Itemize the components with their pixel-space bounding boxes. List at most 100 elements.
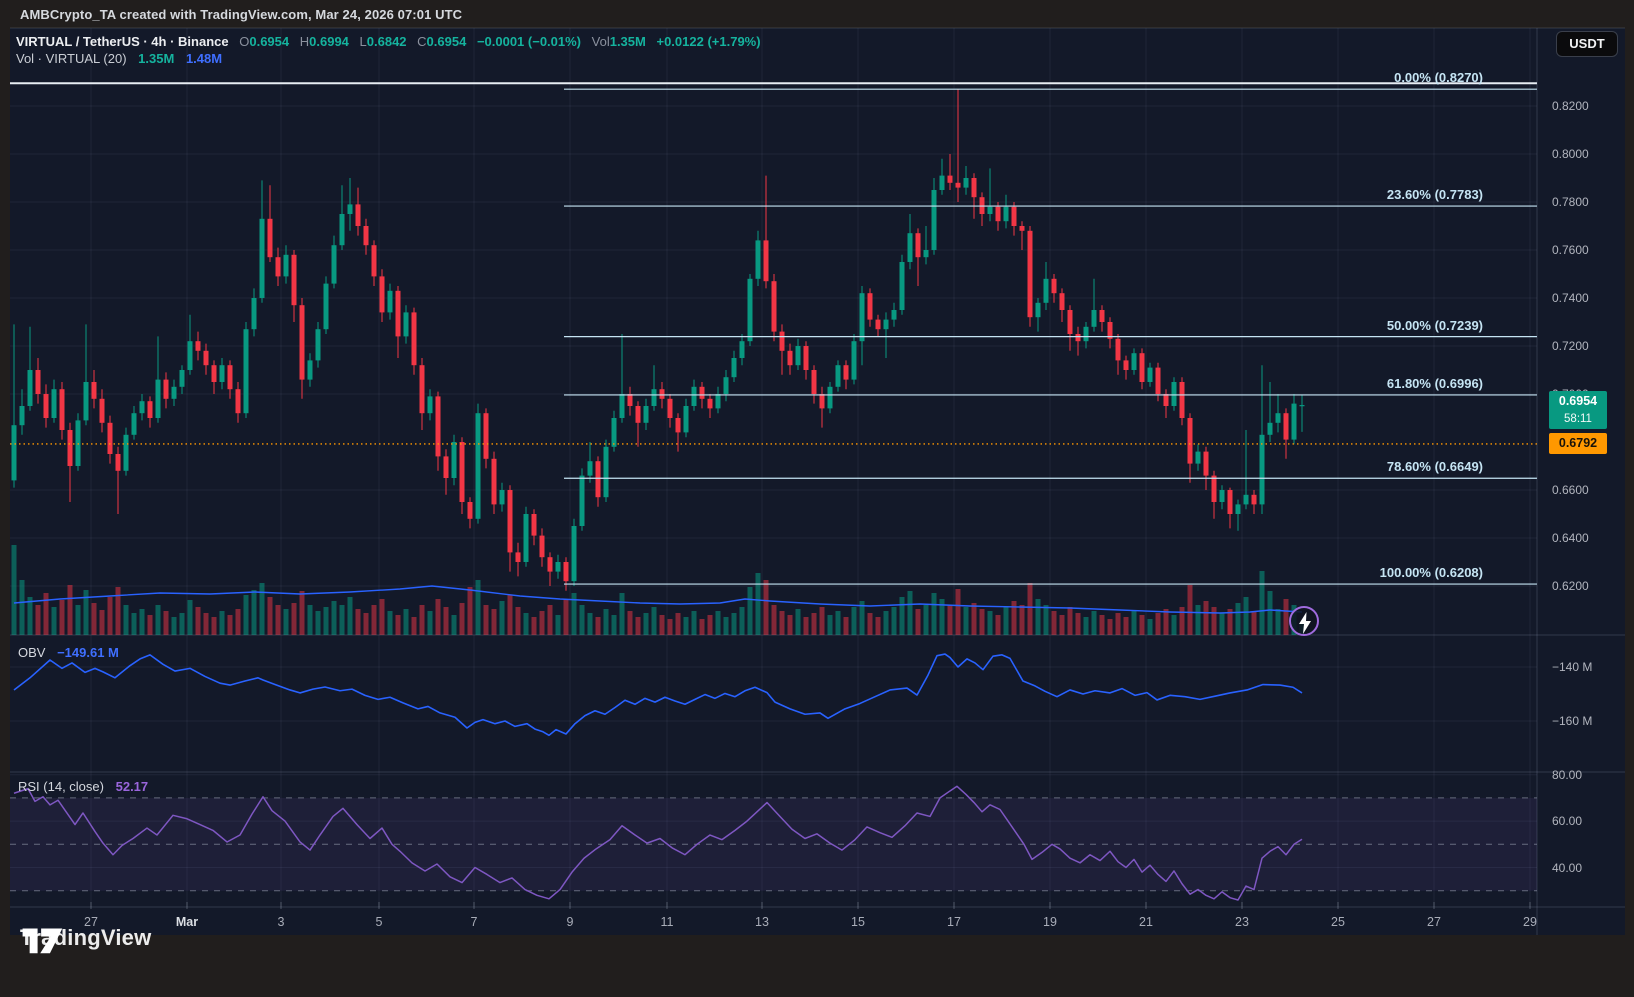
volume-bar [491,609,497,635]
low-value: 0.6842 [366,34,407,49]
volume-bar [115,587,121,635]
candle-body [459,442,465,502]
candle-body [315,329,321,361]
volume-bar [643,613,649,635]
volume-bar [379,599,385,635]
volume-bar [635,617,641,635]
volume-bar [515,607,521,635]
snapshot-attribution: AMBCrypto_TA created with TradingView.co… [20,7,463,22]
time-axis[interactable] [10,907,1625,935]
volume-bar [699,619,705,635]
candle-body [419,365,425,414]
candle-body [411,312,417,366]
volume-bar [843,617,849,635]
candle-body [83,382,89,421]
volume-bar [1203,601,1209,635]
obv-indicator-legend-row[interactable]: OBV −149.61 M [18,645,119,660]
candle-body [795,346,801,366]
volume-bar [67,585,73,635]
volume-bar [531,617,537,635]
volume-bar [1155,613,1161,635]
volume-bar [651,607,657,635]
candle-body [907,233,913,262]
candle-body [1251,494,1257,505]
candle-body [291,254,297,306]
price-axis[interactable] [1537,28,1625,935]
candle-body [659,389,665,399]
candle-body [451,442,457,478]
candle-body [587,461,593,476]
volume-bar [1187,585,1193,635]
volume-bar [787,615,793,635]
volume-bar [163,611,169,635]
volume-bar [51,607,57,635]
volume-bar [1179,607,1185,635]
obv-line [13,653,1303,737]
candle-body [1267,422,1273,435]
volume-bar [171,617,177,635]
candle-body [547,557,553,572]
instant-order-button[interactable] [1289,606,1319,636]
volume-bar [659,615,665,635]
volume-bar [555,615,561,635]
volume-bar [1067,607,1073,635]
volume-bar [619,593,625,635]
volume-bar [1123,617,1129,635]
volume-bar [483,605,489,635]
rsi-indicator-legend-row[interactable]: RSI (14, close) 52.17 [18,779,148,794]
candle-body [851,341,857,380]
tradingview-logo[interactable]: TradingView [20,925,151,954]
candle-body [211,365,217,382]
volume-bar [819,607,825,635]
candle-body [1203,451,1209,476]
candle-body [835,365,841,387]
candle-body [915,233,921,258]
open-label: O [239,34,250,49]
volume-bar [451,615,457,635]
volume-bar [715,611,721,635]
volume-bar [603,609,609,635]
candle-body [867,293,873,320]
volume-indicator-legend-row[interactable]: Vol · VIRTUAL (20) 1.35M 1.48M [16,51,222,66]
candle-body [187,341,193,370]
volume-bar [587,613,593,635]
volume-change-value: +0.0122 (+1.79%) [656,34,761,49]
candle-body [1099,310,1105,322]
volume-bar [19,580,25,635]
symbol-legend-row[interactable]: VIRTUAL / TetherUS · 4h · Binance O0.695… [16,34,761,49]
candle-body [811,370,817,394]
candle-body [1275,413,1281,423]
candle-body [531,514,537,536]
lightning-icon [1299,612,1311,634]
currency-toggle-button[interactable]: USDT [1556,31,1618,57]
candle-body [539,535,545,558]
candle-body [995,206,1001,222]
volume-bar [243,595,249,635]
candle-body [227,365,233,390]
volume-bar [667,619,673,635]
candle-body [1211,475,1217,502]
volume-bar [1283,599,1289,635]
volume-value: 1.35M [609,34,646,49]
candle-body [387,290,393,313]
candle-body [963,178,969,188]
candle-body [307,360,313,380]
candle-body [1291,403,1297,440]
symbol-name[interactable]: VIRTUAL / TetherUS · 4h · Binance [16,34,229,49]
volume-bar [259,583,265,635]
obv-indicator-name: OBV [18,645,46,660]
candle-body [483,413,489,459]
candle-body [91,382,97,399]
volume-bar [395,615,401,635]
volume-bar [43,593,49,635]
volume-bar [539,611,545,635]
volume-bar [459,603,465,635]
time-tick-label: 15 [851,915,865,929]
volume-bar [91,603,97,635]
volume-bar [123,605,129,635]
candle-body [75,420,81,466]
candle-body [1059,293,1065,310]
candle-body [43,394,49,418]
candle-body [1283,413,1289,440]
